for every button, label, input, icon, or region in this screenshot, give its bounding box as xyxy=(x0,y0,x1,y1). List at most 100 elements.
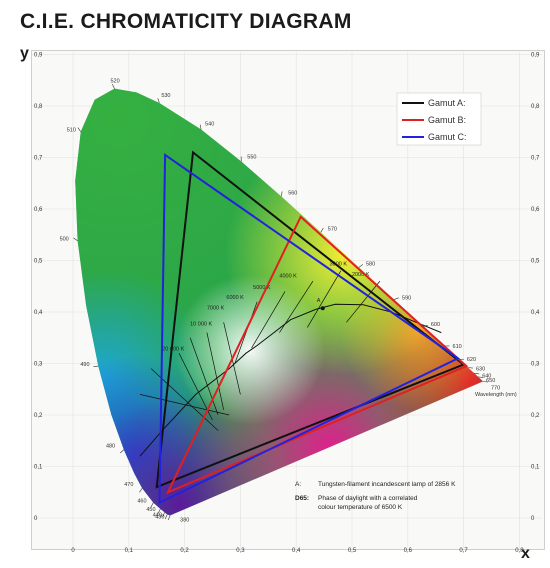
wavelength-label: 550 xyxy=(247,154,256,160)
y-tick-label-left: 0,7 xyxy=(34,156,43,162)
y-tick-label-right: 0,3 xyxy=(531,362,540,368)
y-tick-label-left: 0,1 xyxy=(34,465,43,471)
wavelength-label: 650 xyxy=(486,378,495,384)
y-tick-label-right: 0,7 xyxy=(531,156,540,162)
y-tick-label-right: 0,4 xyxy=(531,310,540,316)
isotemperature-line xyxy=(307,270,342,328)
note-d65-text-1: Phase of daylight with a correlated xyxy=(318,495,418,502)
wavelength-label: 570 xyxy=(328,226,337,232)
wavelength-tick xyxy=(474,373,480,375)
page-title: C.I.E. CHROMATICITY DIAGRAM xyxy=(20,10,352,33)
y-tick-label-right: 0,5 xyxy=(531,259,540,265)
y-tick-label-left: 0,6 xyxy=(34,207,43,213)
x-tick-label: 0,6 xyxy=(404,548,413,554)
wavelength-label: 630 xyxy=(476,367,485,373)
note-a-key: A: xyxy=(295,481,301,488)
y-tick-label-right: 0 xyxy=(531,516,535,522)
wavelength-label: 640 xyxy=(482,373,491,379)
y-tick-label-right: 0,9 xyxy=(531,53,540,59)
wavelength-label: 480 xyxy=(106,444,115,450)
isotemperature-line xyxy=(279,280,314,333)
y-tick-label-left: 0,8 xyxy=(34,104,43,110)
x-tick-label: 0,3 xyxy=(236,548,245,554)
wavelength-label: 430 xyxy=(155,514,164,520)
wavelength-label: 460 xyxy=(137,499,146,505)
note-d65-key: D65: xyxy=(295,495,309,502)
wavelength-tick xyxy=(167,515,171,521)
kelvin-label: 3000 K xyxy=(330,262,348,268)
y-tick-label-left: 0,3 xyxy=(34,362,43,368)
legend-label-a: Gamut A: xyxy=(428,98,466,108)
wavelength-label: 530 xyxy=(161,93,170,99)
illuminant-a-marker: A xyxy=(317,298,325,311)
wavelength-label: 500 xyxy=(60,237,69,243)
wavelength-tick xyxy=(482,381,488,383)
wavelength-axis-label: Wavelength (nm) xyxy=(475,392,517,398)
axis-ticks: 0 0 0 0,1 0,1 0,1 0,2 0,2 0,2 0,3 0,3 0,3 0,4 0,4 0,4 0… xyxy=(34,53,540,555)
y-tick-label-left: 0,5 xyxy=(34,259,43,265)
wavelength-tick xyxy=(157,98,160,104)
wavelength-tick xyxy=(77,127,82,132)
wavelength-label: 440 xyxy=(153,512,162,518)
wavelength-label: 490 xyxy=(80,362,89,368)
x-tick-label: 0,1 xyxy=(125,548,134,554)
wavelength-ticks xyxy=(73,83,488,521)
wavelength-label: 380 xyxy=(180,517,189,523)
wavelength-label: 620 xyxy=(467,357,476,363)
x-tick-label: 0,5 xyxy=(348,548,357,554)
isotemperature-line xyxy=(206,332,225,410)
wavelength-label: 600 xyxy=(431,322,440,328)
kelvin-label: 4000 K xyxy=(279,273,297,279)
isotemperature-line xyxy=(139,394,230,416)
wavelength-tick xyxy=(139,488,143,493)
y-tick-label-right: 0,2 xyxy=(531,413,540,419)
y-tick-label-right: 0,6 xyxy=(531,207,540,213)
legend-label-b: Gamut B: xyxy=(428,115,466,125)
wavelength-tick xyxy=(120,449,125,454)
y-tick-label-left: 0,2 xyxy=(34,413,43,419)
wavelength-tick xyxy=(320,227,324,233)
wavelength-label: 520 xyxy=(110,79,119,85)
wavelength-label: 590 xyxy=(402,296,411,302)
wavelength-tick xyxy=(150,502,154,508)
wavelength-label: 560 xyxy=(288,190,297,196)
notes: A: Tungsten-filament incandescent lamp o… xyxy=(295,481,456,511)
kelvin-label: 10 000 K xyxy=(190,321,212,327)
wavelength-tick xyxy=(358,264,364,268)
kelvin-label: 6000 K xyxy=(226,295,244,301)
x-tick-label: 0 xyxy=(71,548,75,554)
note-d65-text-2: colour temperature of 6500 K xyxy=(318,504,403,511)
legend: Gamut A: Gamut B: Gamut C: xyxy=(396,92,482,146)
wavelength-tick xyxy=(157,508,161,514)
wavelength-tick xyxy=(93,365,99,368)
gamut-a-triangle xyxy=(155,150,466,489)
note-a-text: Tungsten-filament incandescent lamp of 2… xyxy=(318,481,456,488)
kelvin-label: 7000 K xyxy=(207,305,225,311)
isotemperature-line xyxy=(178,353,213,421)
gamut-b-triangle xyxy=(165,215,469,495)
wavelength-label: 450 xyxy=(146,507,155,513)
x-tick-label: 0,4 xyxy=(292,548,301,554)
y-tick-label-left: 0,4 xyxy=(34,310,43,316)
y-axis-title: y xyxy=(20,45,29,62)
isotemperature-line xyxy=(251,291,286,349)
x-tick-label: 0,7 xyxy=(459,548,468,554)
wavelength-label: 540 xyxy=(205,122,214,128)
y-tick-label-left: 0,9 xyxy=(34,53,43,59)
wavelength-label: 510 xyxy=(67,128,76,134)
wavelength-tick xyxy=(164,514,168,520)
isotemperature-line xyxy=(189,337,219,416)
x-tick-label: 0,2 xyxy=(180,548,189,554)
wavelength-tick xyxy=(280,191,283,197)
x-axis-title: x xyxy=(521,545,530,562)
y-tick-label-left: 0 xyxy=(34,516,38,522)
kelvin-label: 2000 K xyxy=(352,272,370,278)
y-tick-label-right: 0,8 xyxy=(531,104,540,110)
wavelength-tick xyxy=(73,237,78,241)
wavelength-tick xyxy=(112,83,115,89)
wavelength-label: 770 xyxy=(491,385,500,391)
wavelength-tick xyxy=(162,512,166,518)
